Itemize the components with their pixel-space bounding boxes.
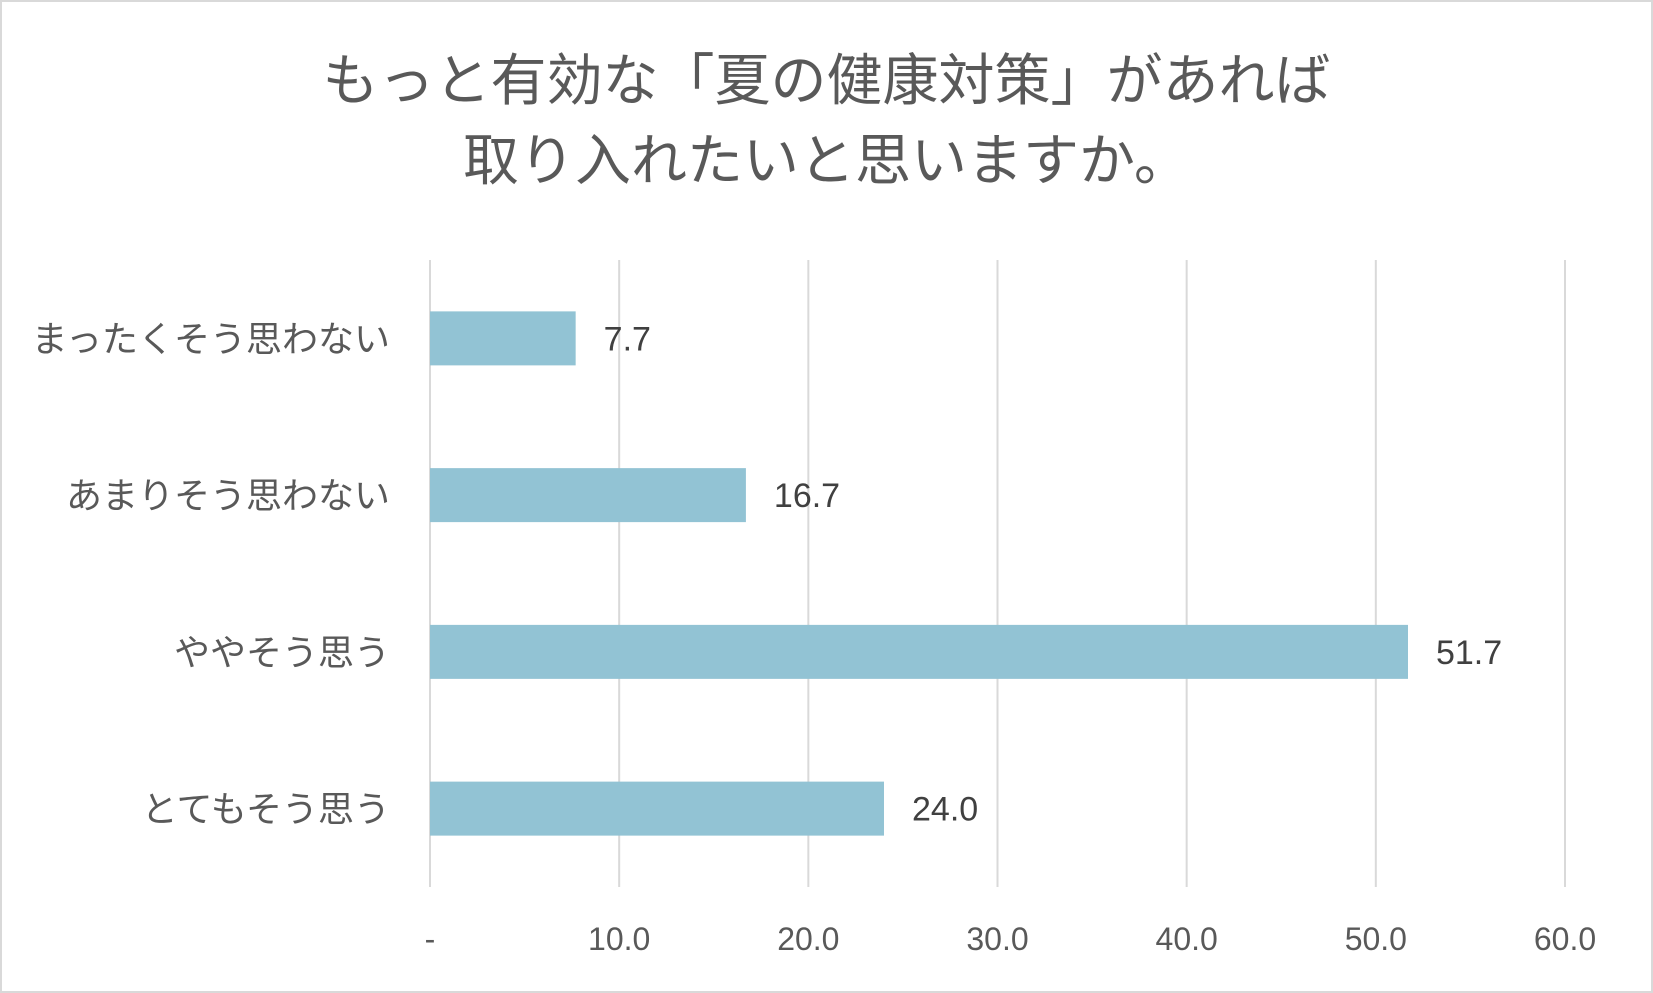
category-label-2: ややそう思う [174, 633, 390, 674]
x-tick-label-3: 30.0 [966, 921, 1028, 957]
chart-title: もっと有効な「夏の健康対策」があれば 取り入れたいと思いますか。 [2, 42, 1651, 202]
data-label-0: 7.7 [604, 320, 651, 358]
bar-0 [430, 311, 576, 366]
bar-2 [430, 624, 1408, 679]
x-tick-label-6: 60.0 [1534, 921, 1596, 957]
data-label-1: 16.7 [774, 477, 840, 515]
data-label-3: 24.0 [912, 791, 978, 829]
x-tick-label-5: 50.0 [1345, 921, 1407, 957]
x-tick-label-2: 20.0 [777, 921, 839, 957]
chart-title-line-2: 取り入れたいと思いますか。 [463, 129, 1190, 194]
category-label-1: あまりそう思わない [66, 476, 390, 517]
chart-title-line-1: もっと有効な「夏の健康対策」があれば [322, 49, 1331, 114]
category-label-3: とてもそう思う [142, 790, 390, 831]
x-tick-label-1: 10.0 [588, 921, 650, 957]
x-tick-label-0: - [425, 921, 436, 957]
data-label-2: 51.7 [1436, 634, 1502, 672]
bar-1 [430, 468, 746, 523]
x-tick-label-4: 40.0 [1156, 921, 1218, 957]
category-label-0: まったくそう思わない [31, 319, 390, 360]
bar-3 [430, 781, 884, 836]
